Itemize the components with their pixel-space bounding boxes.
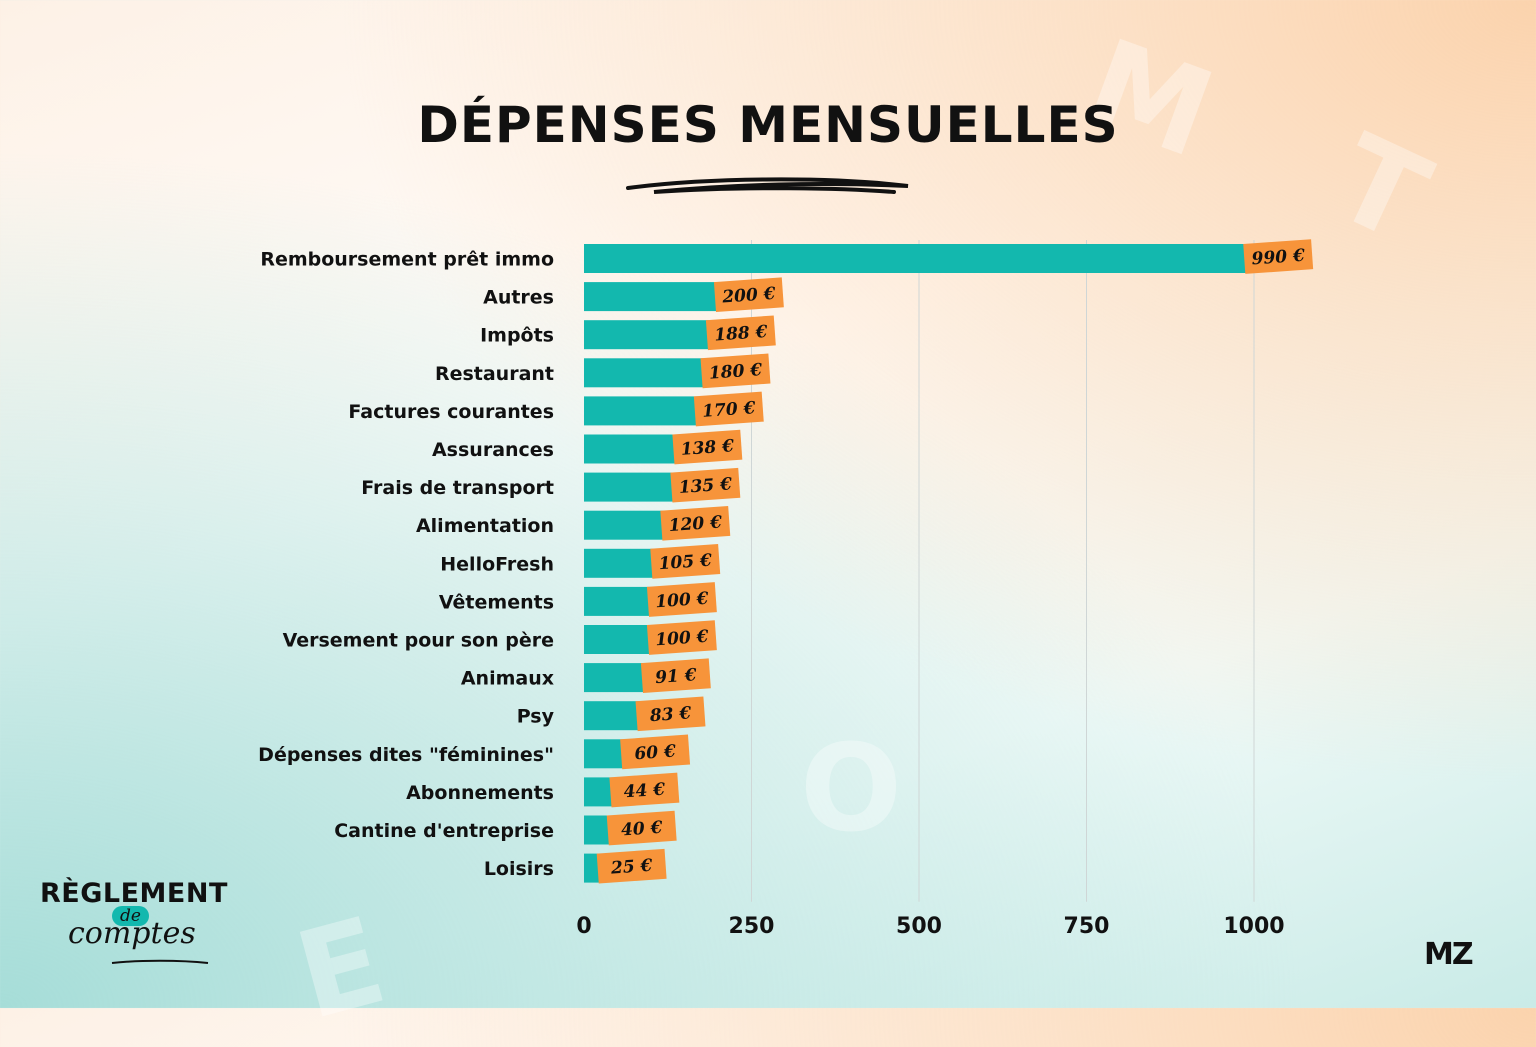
category-label-16: Loisirs [484,858,554,880]
bar-0 [584,244,1248,273]
mz-logo: MZ [1424,937,1474,972]
bar-10 [584,625,651,654]
category-label-1: Autres [483,287,554,309]
x-tick-label-1000: 1000 [1223,914,1284,939]
bar-8 [584,548,655,578]
value-label-1: 200 € [721,284,777,308]
value-tag-8: 105 € [650,544,721,579]
x-tick-label-750: 750 [1064,914,1110,939]
value-label-4: 170 € [702,398,757,422]
category-label-14: Abonnements [406,782,554,804]
title-underline-stroke [626,177,909,194]
category-label-11: Animaux [461,668,554,690]
value-tag-1: 200 € [713,277,784,313]
value-tag-bg-0 [1243,239,1314,274]
value-tag-bg-7 [660,505,731,541]
category-label-2: Impôts [480,325,554,347]
value-tag-bg-6 [670,467,741,503]
value-tag-0: 990 € [1243,239,1314,274]
value-tag-2: 188 € [705,315,776,351]
value-tag-12: 83 € [635,696,706,732]
logo-left-line2: de [112,906,149,926]
bar-12 [584,701,640,731]
value-label-9: 100 € [655,589,710,613]
x-tick-label-0: 0 [576,914,591,939]
value-tag-5: 138 € [672,429,743,465]
logo-left-underline [111,959,209,964]
category-label-12: Psy [517,706,555,728]
reglement-de-comptes-logo: RÈGLEMENT comptes de [40,878,240,968]
value-tag-bg-2 [705,315,776,351]
bar-6 [584,472,675,502]
value-tag-bg-14 [609,772,680,808]
value-tag-bg-11 [640,658,711,694]
value-tag-bg-4 [693,391,764,427]
bar-4 [584,396,698,426]
logo-left-line1: RÈGLEMENT [40,878,228,909]
category-label-6: Frais de transport [361,477,554,499]
bar-5 [584,434,677,464]
category-label-7: Alimentation [416,515,554,537]
value-tag-bg-9 [646,582,717,617]
value-tag-bg-1 [713,277,784,313]
category-label-0: Remboursement prêt immo [260,249,554,271]
category-label-3: Restaurant [435,363,554,385]
category-label-4: Factures courantes [348,401,554,423]
value-tag-3: 180 € [700,353,771,389]
category-label-15: Cantine d'entreprise [334,820,554,842]
bar-14 [584,777,614,807]
x-tick-label-500: 500 [896,914,942,939]
value-label-7: 120 € [668,512,723,536]
value-label-6: 135 € [678,474,733,498]
value-tag-6: 135 € [670,467,741,503]
value-tag-15: 40 € [606,810,677,846]
bar-13 [584,739,625,769]
value-tag-16: 25 € [596,848,667,884]
value-tag-bg-15 [606,810,677,846]
value-label-14: 44 € [623,780,666,803]
value-label-12: 83 € [648,703,692,726]
value-label-3: 180 € [708,360,763,384]
value-label-16: 25 € [609,856,653,879]
value-tag-9: 100 € [646,582,717,617]
value-label-2: 188 € [714,322,769,346]
value-tag-bg-13 [620,734,691,770]
value-label-10: 100 € [655,627,710,651]
value-tag-10: 100 € [646,620,717,655]
category-label-13: Dépenses dites "féminines" [258,744,554,766]
bar-1 [584,282,718,312]
bar-15 [584,815,611,845]
value-tag-bg-12 [635,696,706,732]
value-tag-4: 170 € [693,391,764,427]
category-label-10: Versement pour son père [283,630,554,652]
value-label-0: 990 € [1251,246,1306,270]
value-tag-bg-5 [672,429,743,465]
bar-3 [584,358,705,388]
category-label-5: Assurances [432,439,554,461]
category-label-9: Vêtements [439,591,554,613]
bar-2 [584,320,710,350]
value-tag-bg-3 [700,353,771,389]
value-tag-13: 60 € [620,734,691,770]
value-label-15: 40 € [620,818,663,841]
value-tag-7: 120 € [660,505,731,541]
value-tag-14: 44 € [609,772,680,808]
value-label-8: 105 € [658,551,713,575]
value-label-11: 91 € [655,665,698,688]
bar-chart: Remboursement prêt immo 990 € Autres 200 € I… [258,239,1314,939]
value-label-5: 138 € [680,436,735,460]
bar-16 [584,853,601,883]
category-label-8: HelloFresh [440,553,554,575]
x-tick-label-250: 250 [729,914,775,939]
value-tag-bg-16 [596,848,667,884]
value-label-13: 60 € [634,741,677,764]
value-tag-bg-8 [650,544,721,579]
value-tag-bg-10 [646,620,717,655]
chart-title: DÉPENSES MENSUELLES [417,96,1119,154]
bar-11 [584,663,645,693]
value-tag-11: 91 € [640,658,711,694]
bar-7 [584,510,665,540]
bar-9 [584,586,651,616]
